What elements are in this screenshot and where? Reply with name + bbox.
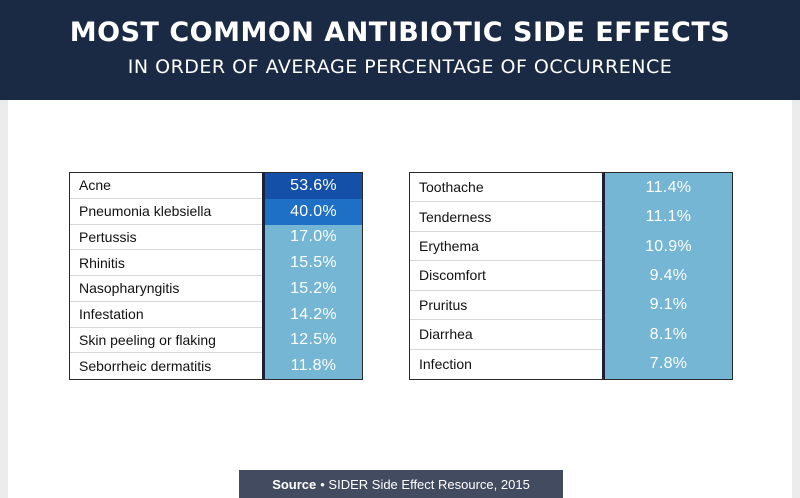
side-effect-label: Acne [70,173,262,199]
percentage-value: 7.8% [605,349,732,379]
percentage-value: 40.0% [265,198,362,225]
percentage-value: 15.5% [265,250,362,276]
table-row: Nasopharyngitis 15.2% [70,276,362,302]
table-row: Toothache 11.4% [410,173,732,203]
side-effect-label: Pruritus [410,291,602,321]
page-title: MOST COMMON ANTIBIOTIC SIDE EFFECTS [69,17,731,48]
table-row: Seborrheic dermatitis 11.8% [70,353,362,379]
side-effect-label: Infection [419,356,472,373]
table-rows: Toothache 11.4% Tenderness 11.1% Erythema 10.… [410,173,732,379]
table-row: Tenderness 11.1% [410,202,732,232]
side-effect-label: Toothache [410,173,602,203]
side-effect-label: Skin peeling or flaking [70,328,262,354]
page-subtitle: IN ORDER OF AVERAGE PERCENTAGE OF OCCURR… [127,56,673,78]
side-effect-label: Diarrhea [410,320,602,350]
percentage-value: 11.4% [605,173,732,203]
side-effect-label: Nasopharyngitis [70,276,262,302]
table-row: Diarrhea 8.1% [410,320,732,350]
table-row: Erythema 10.9% [410,231,732,262]
table-row: Rhinitis 15.5% [70,250,362,276]
header-banner: MOST COMMON ANTIBIOTIC SIDE EFFECTS IN O… [0,0,800,100]
table-row: Pneumonia klebsiella 40.0% [70,198,362,225]
percentage-value: 14.2% [265,301,362,328]
column-divider [602,173,605,379]
side-effect-label: Pertussis [70,225,262,251]
side-effect-label: Pneumonia klebsiella [70,199,262,225]
percentage-value: 9.1% [605,290,732,321]
side-effect-label: Infestation [70,302,262,328]
table-row: Infection 7.8% [410,349,732,379]
side-effect-label: Erythema [410,232,602,262]
percentage-value: 53.6% [265,173,362,199]
table-row: Pertussis 17.0% [70,224,362,251]
percentage-value: 12.5% [265,327,362,354]
side-effect-label: Discomfort [410,261,602,291]
percentage-value: 11.1% [605,202,732,232]
side-effects-table-left: Acne 53.6% Pneumonia klebsiella 40.0% Pertus… [69,172,363,380]
table-row: Infestation 14.2% [70,301,362,328]
table-row: Skin peeling or flaking 12.5% [70,327,362,354]
side-effect-label: Rhinitis [70,250,262,276]
source-footer: Source • SIDER Side Effect Resource, 201… [239,470,563,498]
side-effect-label: Seborrheic dermatitis [79,358,212,375]
side-effects-table-right: Toothache 11.4% Tenderness 11.1% Erythema 10.… [409,172,733,380]
percentage-value: 11.8% [265,353,362,379]
table-row: Acne 53.6% [70,173,362,199]
percentage-value: 17.0% [265,224,362,251]
table-rows: Acne 53.6% Pneumonia klebsiella 40.0% Pertus… [70,173,362,379]
percentage-value: 15.2% [265,276,362,302]
source-text: • SIDER Side Effect Resource, 2015 [320,476,530,492]
percentage-value: 9.4% [605,261,732,291]
source-label: Source [272,476,317,492]
side-effect-label: Tenderness [410,202,602,232]
column-divider [262,173,265,379]
percentage-value: 8.1% [605,320,732,350]
table-row: Pruritus 9.1% [410,290,732,321]
percentage-value: 10.9% [605,231,732,262]
table-row: Discomfort 9.4% [410,261,732,291]
